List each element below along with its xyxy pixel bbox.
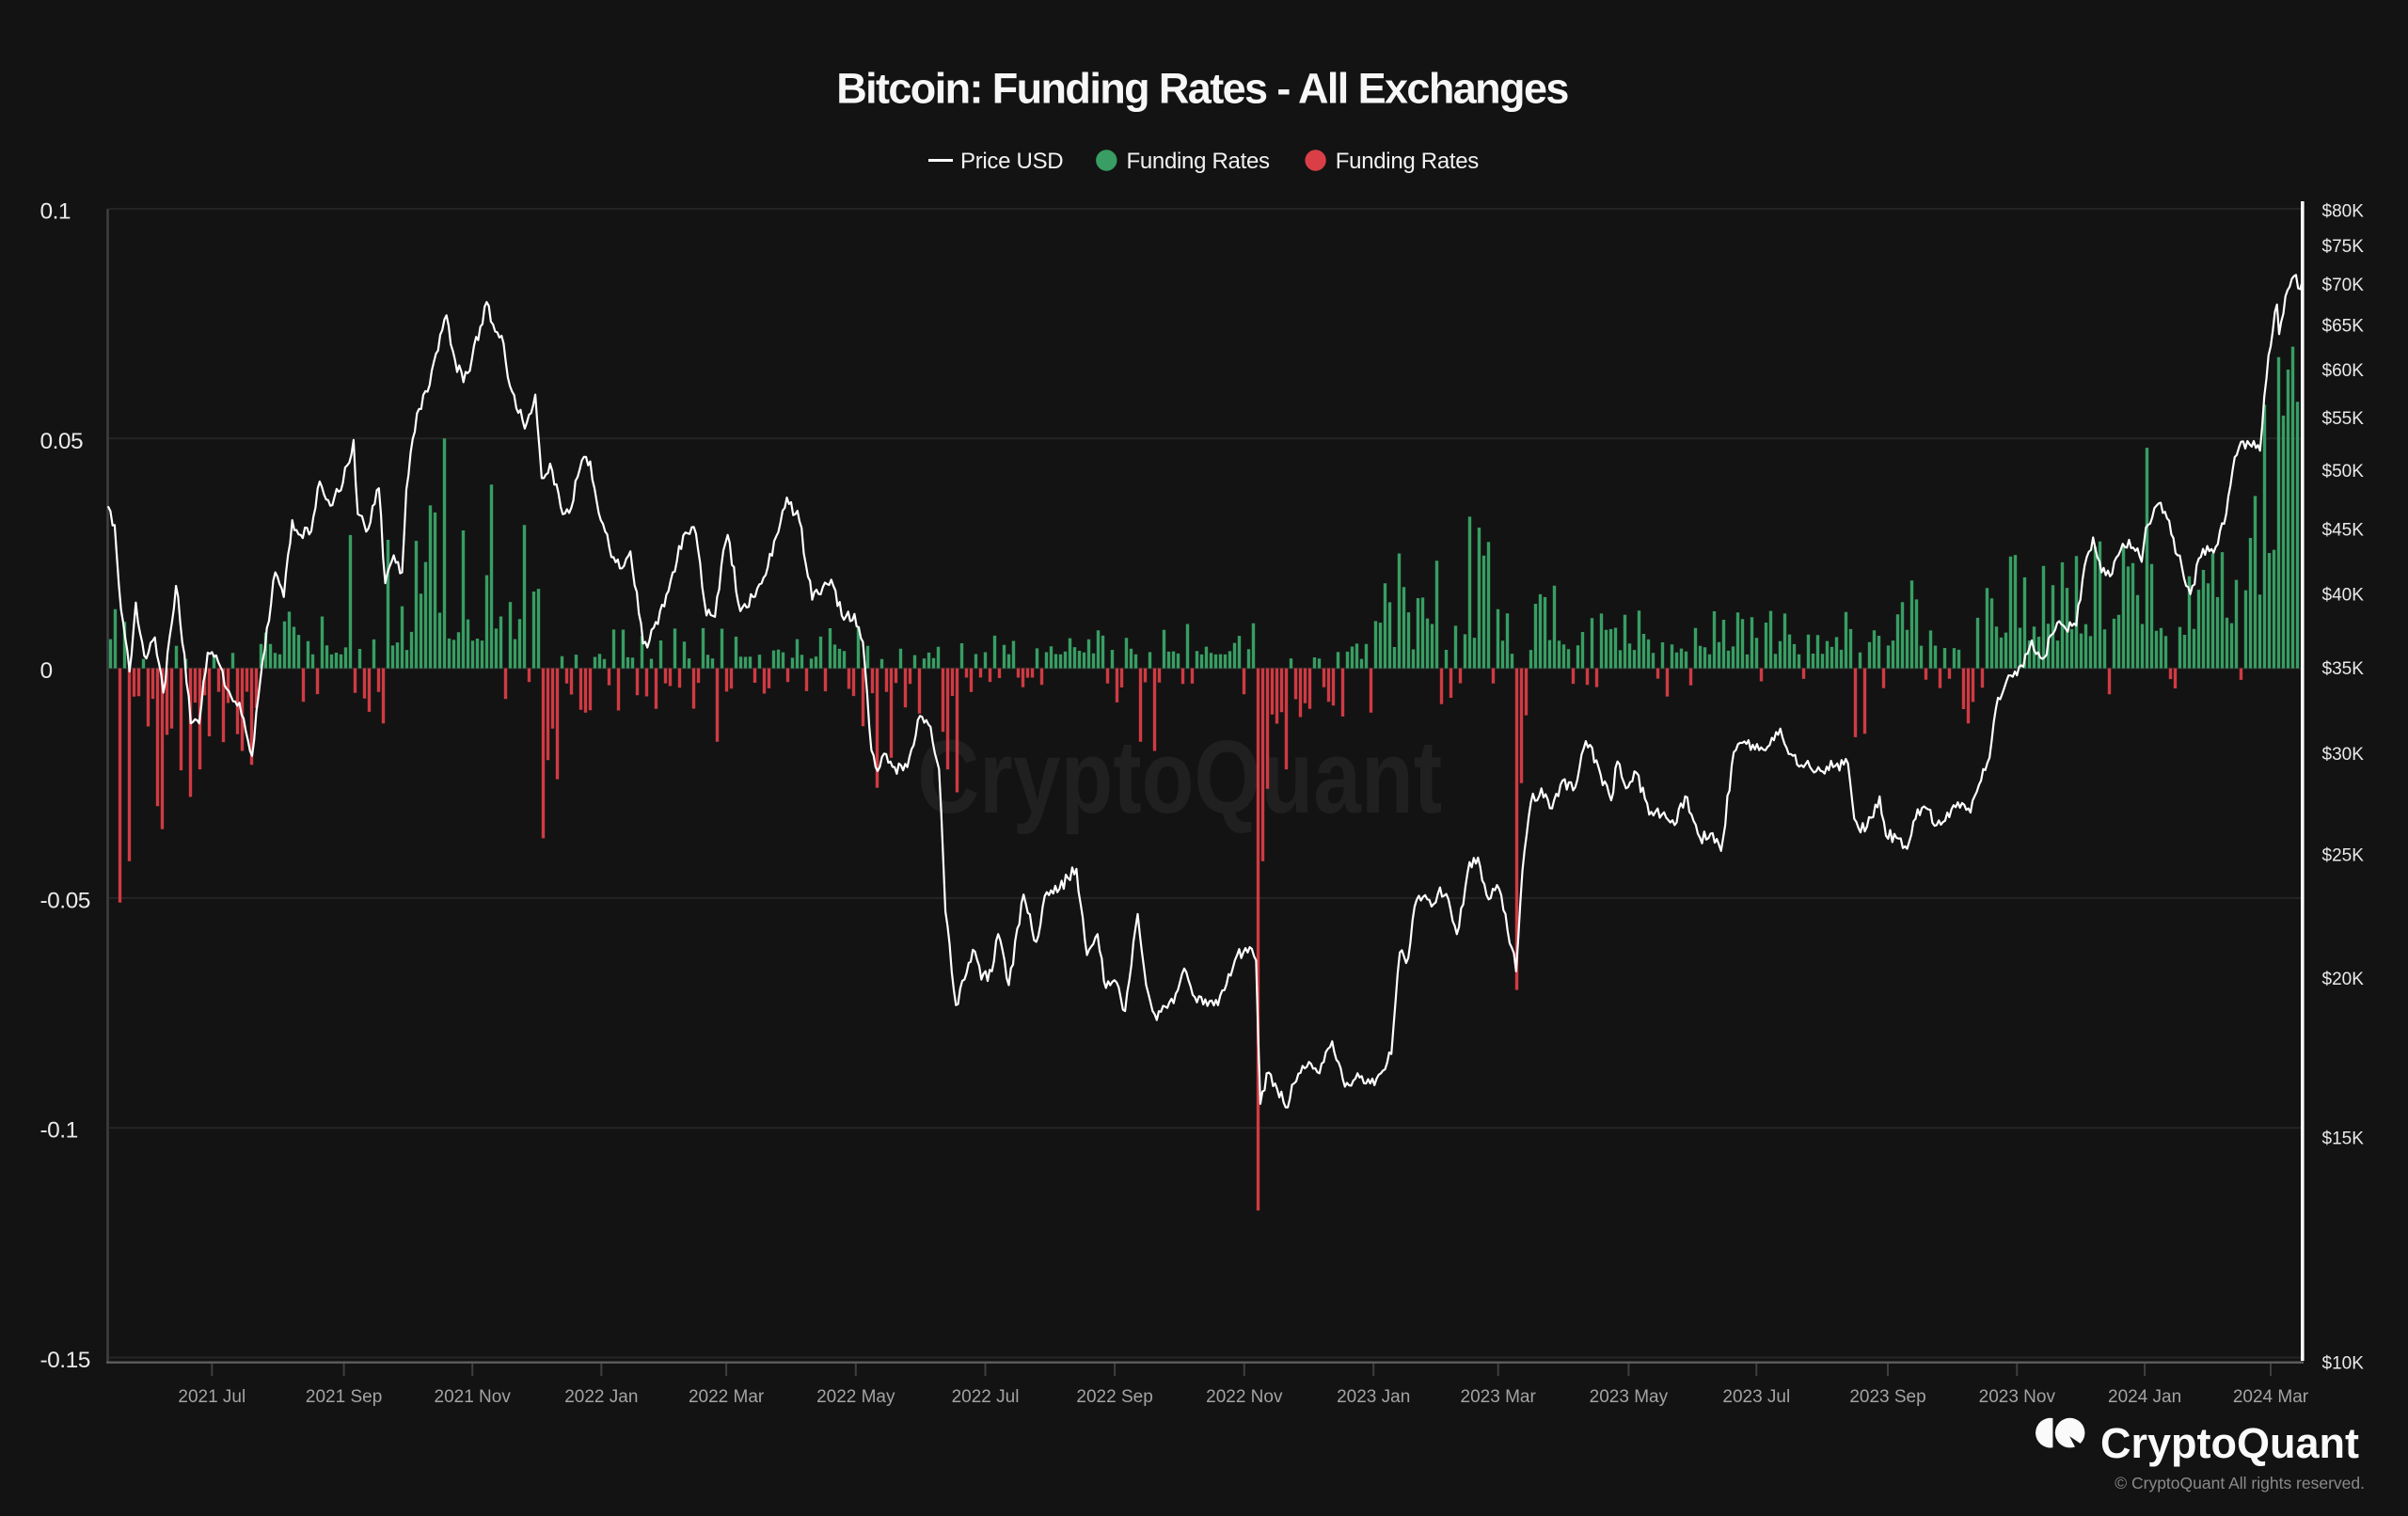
svg-text:$65K: $65K	[2322, 317, 2365, 337]
svg-text:0.1: 0.1	[40, 199, 71, 225]
svg-text:2022 May: 2022 May	[816, 1387, 895, 1407]
svg-text:$60K: $60K	[2322, 361, 2365, 381]
svg-text:Funding Rates: Funding Rates	[1336, 149, 1479, 174]
svg-text:2021 Nov: 2021 Nov	[435, 1387, 512, 1407]
svg-text:Funding Rates: Funding Rates	[1127, 149, 1270, 174]
svg-text:2022 Sep: 2022 Sep	[1076, 1387, 1152, 1407]
svg-text:2023 Sep: 2023 Sep	[1849, 1387, 1925, 1407]
svg-text:$75K: $75K	[2322, 237, 2365, 257]
svg-text:2022 Nov: 2022 Nov	[1206, 1387, 1283, 1407]
svg-text:-0.05: -0.05	[40, 888, 90, 913]
svg-text:$20K: $20K	[2322, 970, 2365, 989]
svg-text:$40K: $40K	[2322, 586, 2365, 606]
svg-text:Price USD: Price USD	[960, 149, 1063, 174]
svg-text:CryptoQuant: CryptoQuant	[917, 719, 1442, 835]
svg-text:2023 Nov: 2023 Nov	[1979, 1387, 2056, 1407]
svg-text:$25K: $25K	[2322, 846, 2365, 866]
svg-text:-0.1: -0.1	[40, 1118, 78, 1144]
svg-text:$35K: $35K	[2322, 659, 2365, 679]
svg-text:2024 Mar: 2024 Mar	[2233, 1387, 2309, 1407]
svg-text:$80K: $80K	[2322, 201, 2365, 221]
svg-text:-0.15: -0.15	[40, 1348, 90, 1373]
svg-text:2024 Jan: 2024 Jan	[2108, 1387, 2181, 1407]
svg-text:$30K: $30K	[2322, 745, 2365, 765]
svg-text:0: 0	[40, 658, 53, 684]
svg-text:Bitcoin: Funding Rates - All E: Bitcoin: Funding Rates - All Exchanges	[836, 65, 1568, 113]
svg-text:2023 Mar: 2023 Mar	[1461, 1387, 1537, 1407]
svg-text:2022 Mar: 2022 Mar	[689, 1387, 765, 1407]
svg-text:2023 May: 2023 May	[1590, 1387, 1669, 1407]
svg-text:$70K: $70K	[2322, 276, 2365, 295]
svg-text:2022 Jul: 2022 Jul	[952, 1387, 1020, 1407]
svg-text:2023 Jul: 2023 Jul	[1722, 1387, 1790, 1407]
svg-text:2021 Sep: 2021 Sep	[306, 1387, 382, 1407]
svg-text:2021 Jul: 2021 Jul	[178, 1387, 246, 1407]
svg-text:$10K: $10K	[2322, 1353, 2365, 1373]
svg-text:CryptoQuant: CryptoQuant	[2100, 1419, 2359, 1467]
svg-text:2022 Jan: 2022 Jan	[564, 1387, 638, 1407]
svg-text:$45K: $45K	[2322, 520, 2365, 540]
svg-text:0.05: 0.05	[40, 429, 84, 454]
svg-text:© CryptoQuant All rights reser: © CryptoQuant All rights reserved.	[2115, 1474, 2365, 1492]
svg-text:$15K: $15K	[2322, 1129, 2365, 1149]
svg-text:$50K: $50K	[2322, 462, 2365, 482]
svg-text:$55K: $55K	[2322, 409, 2365, 429]
svg-text:2023 Jan: 2023 Jan	[1337, 1387, 1410, 1407]
